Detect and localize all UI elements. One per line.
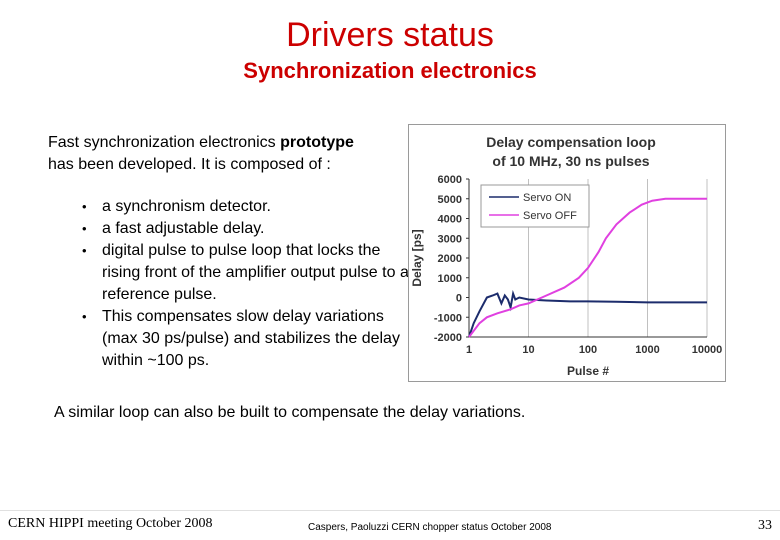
y-tick-label: 0 — [456, 293, 462, 305]
bullet-text: a synchronism detector. — [102, 198, 271, 215]
intro-bold-word: prototype — [280, 134, 354, 151]
bullet-item: • a fast adjustable delay. — [80, 218, 410, 240]
y-tick-label: 6000 — [438, 174, 462, 186]
y-tick-label: -2000 — [434, 332, 462, 344]
x-tick-label: 100 — [579, 344, 597, 356]
bullet-dot: • — [82, 243, 87, 258]
y-tick-label: 1000 — [438, 273, 462, 285]
bullet-dot: • — [82, 199, 87, 214]
x-tick-label: 1 — [466, 344, 472, 356]
footer-divider — [0, 510, 780, 511]
footer-meeting: CERN HIPPI meeting October 2008 — [8, 516, 213, 531]
chart-title-line2: of 10 MHz, 30 ns pulses — [492, 153, 649, 169]
delay-chart: Delay compensation loop of 10 MHz, 30 ns… — [408, 124, 726, 382]
footer-authors: Caspers, Paoluzzi CERN chopper status Oc… — [308, 522, 552, 533]
intro-text-line2: has been developed. It is composed of : — [48, 156, 331, 173]
y-tick-label: 3000 — [438, 233, 462, 245]
bullet-text: a fast adjustable delay. — [102, 220, 265, 237]
series-line-servo-off — [468, 197, 707, 338]
slide-title: Drivers status — [286, 16, 494, 54]
bullet-item: • digital pulse to pulse loop that locks … — [80, 240, 410, 306]
y-tick-label: -1000 — [434, 312, 462, 324]
legend-label-servo-on: Servo ON — [523, 192, 571, 204]
legend-box — [480, 184, 590, 228]
bullet-text: digital pulse to pulse loop that locks t… — [102, 242, 409, 303]
x-tick-label: 10 — [522, 344, 534, 356]
bottom-statement: A similar loop can also be built to comp… — [54, 404, 526, 421]
y-tick-label: 5000 — [438, 194, 462, 206]
intro-text: Fast synchronization electronics — [48, 134, 281, 151]
chart-title-line1: Delay compensation loop — [486, 134, 656, 150]
series-lines — [468, 197, 707, 338]
axes — [466, 178, 707, 338]
y-tick-label: 2000 — [438, 253, 462, 265]
intro-paragraph: Fast synchronization electronics prototy… — [48, 132, 408, 176]
x-tick-label: 10000 — [692, 344, 723, 356]
series-line-servo-on — [468, 289, 707, 338]
page-number: 33 — [758, 518, 772, 533]
slide-subtitle: Synchronization electronics — [243, 58, 537, 83]
bullet-list: • a synchronism detector. • a fast adjust… — [80, 196, 410, 372]
x-tick-label: 1000 — [635, 344, 659, 356]
bullet-item: • This compensates slow delay variations … — [80, 306, 410, 372]
bullet-text: This compensates slow delay variations (… — [102, 308, 400, 369]
x-axis-label: Pulse # — [567, 364, 609, 378]
legend-label-servo-off: Servo OFF — [523, 210, 577, 222]
bullet-item: • a synchronism detector. — [80, 196, 410, 218]
bullet-dot: • — [82, 309, 87, 324]
chart-canvas: Delay compensation loop of 10 MHz, 30 ns… — [410, 134, 722, 378]
bullet-dot: • — [82, 221, 87, 236]
y-axis-label: Delay [ps] — [410, 229, 424, 286]
y-tick-label: 4000 — [438, 214, 462, 226]
